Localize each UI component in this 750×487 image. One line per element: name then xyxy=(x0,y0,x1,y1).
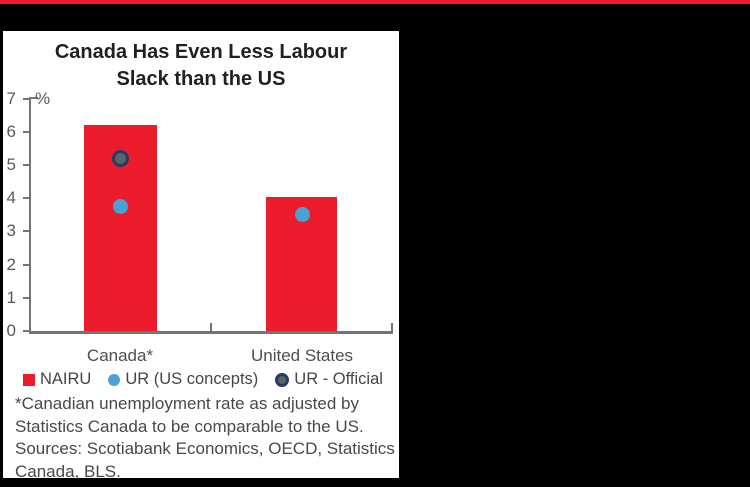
y-tick-mark-5 xyxy=(23,164,30,166)
y-axis-cap xyxy=(29,97,38,99)
chart-title: Canada Has Even Less Labour Slack than t… xyxy=(3,39,399,93)
y-tick-label-5: 5 xyxy=(6,155,16,174)
legend-label-nairu: NAIRU xyxy=(40,370,92,388)
y-tick-mark-7 xyxy=(23,97,30,100)
y-tick-label-7: 7 xyxy=(6,88,16,108)
legend-label-ur-official: UR - Official xyxy=(294,370,383,388)
y-tick-mark-6 xyxy=(23,130,30,133)
footnote: *Canadian unemployment rate as adjusted … xyxy=(15,393,395,483)
ur-us-concepts-dot-swatch-icon xyxy=(108,373,121,386)
chart-title-line2: Slack than the US xyxy=(116,68,286,90)
ur-official-dot-0 xyxy=(111,149,129,167)
legend-item-nairu: NAIRU xyxy=(23,370,91,389)
x-axis-mid-tick xyxy=(210,323,212,333)
y-tick-mark-0 xyxy=(23,330,30,332)
nairu-square-swatch-icon xyxy=(23,373,35,386)
y-tick-label-3: 3 xyxy=(6,221,16,241)
ur-us-concepts-dot-0 xyxy=(112,199,128,214)
footnote-line-4: Canada, BLS. xyxy=(15,461,121,481)
ur-us-concepts-dot-1 xyxy=(294,207,310,223)
y-tick-label-2: 2 xyxy=(6,254,16,274)
footnote-line-3: Sources: Scotiabank Economics, OECD, Sta… xyxy=(15,439,395,458)
chart-panel: Canada Has Even Less Labour Slack than t… xyxy=(3,31,399,481)
legend: NAIRU UR (US concepts) UR - Official xyxy=(23,370,383,389)
top-red-rule xyxy=(0,0,750,4)
y-tick-label-6: 6 xyxy=(6,121,16,141)
ur-official-dot-swatch-icon xyxy=(275,372,290,387)
legend-label-ur-us-concepts: UR (US concepts) xyxy=(125,370,259,388)
y-tick-label-4: 4 xyxy=(6,188,16,208)
category-label-united-states: United States xyxy=(250,346,354,365)
plot-area: % 0 1 2 3 4 5 6 7 Canada* United States xyxy=(3,31,399,478)
legend-item-ur-official: UR - Official xyxy=(275,370,383,389)
x-axis-end-tick xyxy=(391,323,393,333)
y-tick-mark-4 xyxy=(23,197,30,200)
y-tick-mark-1 xyxy=(23,296,30,299)
y-tick-label-1: 1 xyxy=(6,287,16,307)
chart-title-line1: Canada Has Even Less Labour xyxy=(54,41,348,63)
footnote-line-1: *Canadian unemployment rate as adjusted … xyxy=(15,394,359,413)
y-axis-line xyxy=(29,97,31,333)
footnote-line-2: Statistics Canada to be comparable to th… xyxy=(15,416,364,436)
y-tick-mark-3 xyxy=(23,230,30,233)
category-label-canada: Canada* xyxy=(86,346,154,365)
legend-item-ur-us-concepts: UR (US concepts) xyxy=(108,370,258,389)
y-axis-unit-label: % xyxy=(35,89,51,108)
y-tick-mark-2 xyxy=(23,263,30,266)
y-tick-label-0: 0 xyxy=(6,321,16,340)
